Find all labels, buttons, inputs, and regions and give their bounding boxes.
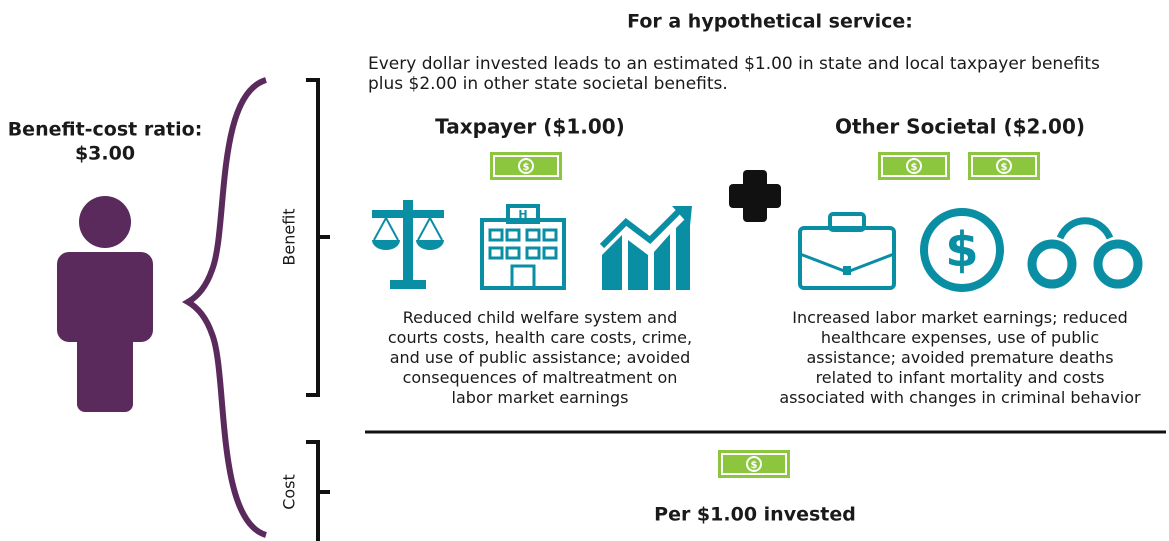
text-line: Reduced child welfare system and xyxy=(403,308,678,327)
text-line: healthcare expenses, use of public xyxy=(821,328,1099,347)
cost-caption: Per $1.00 invested xyxy=(654,504,856,526)
text-line: assistance; avoided premature deaths xyxy=(806,348,1113,367)
person-icon xyxy=(57,196,153,412)
text-line: Every dollar invested leads to an estima… xyxy=(368,54,1100,74)
benefit-bracket xyxy=(306,78,330,397)
ratio-label: Benefit-cost ratio: xyxy=(8,119,203,141)
title: For a hypothetical service: xyxy=(627,11,913,33)
bill-icon xyxy=(877,151,951,181)
svg-text:$: $ xyxy=(945,222,978,278)
text-line: plus $2.00 in other state societal benef… xyxy=(368,74,728,94)
societal-description: Increased labor market earnings; reduced… xyxy=(779,308,1141,407)
societal-title: Other Societal ($2.00) xyxy=(835,115,1085,139)
text-line: consequences of maltreatment on xyxy=(403,368,678,387)
text-line: related to infant mortality and costs xyxy=(816,368,1105,387)
handcuffs-icon xyxy=(1027,217,1143,289)
cost-label: Cost xyxy=(280,474,299,510)
benefit-label: Benefit xyxy=(280,208,299,265)
text-line: labor market earnings xyxy=(452,388,629,407)
bill-icon xyxy=(717,449,791,479)
text-line: associated with changes in criminal beha… xyxy=(779,388,1141,407)
svg-text:H: H xyxy=(518,208,527,221)
text-line: Increased labor market earnings; reduced xyxy=(792,308,1127,327)
cost-bracket xyxy=(306,440,330,541)
dollar-icon: $ xyxy=(920,208,1004,292)
bill-icon xyxy=(489,151,563,181)
bill-icon xyxy=(967,151,1041,181)
taxpayer-title: Taxpayer ($1.00) xyxy=(435,115,625,139)
briefcase-icon xyxy=(798,212,896,290)
ratio-value: $3.00 xyxy=(75,143,135,165)
building-icon: H xyxy=(480,204,566,290)
growth-chart-icon xyxy=(599,206,692,290)
text-line: courts costs, health care costs, crime, xyxy=(388,328,692,347)
plus-icon xyxy=(729,170,781,222)
scales-icon xyxy=(372,200,444,289)
text-line: and use of public assistance; avoided xyxy=(390,348,691,367)
brace xyxy=(181,77,268,538)
taxpayer-description: Reduced child welfare system and courts c… xyxy=(388,308,692,407)
intro: Every dollar invested leads to an estima… xyxy=(368,54,1100,94)
